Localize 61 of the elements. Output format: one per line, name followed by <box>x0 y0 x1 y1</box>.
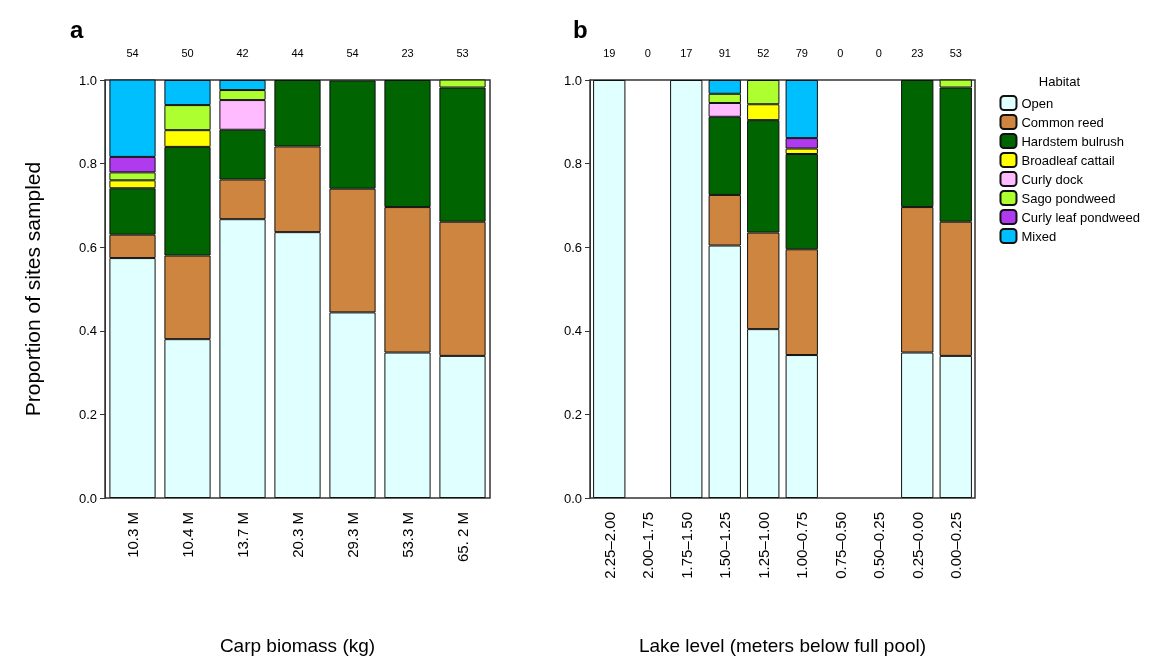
x-tick-label: 10.4 M <box>179 512 196 558</box>
y-tick-label: 1.0 <box>563 72 582 88</box>
y-tick-label: 0.4 <box>563 323 582 339</box>
legend-label: Sago pondweed <box>1021 190 1116 206</box>
legend-label: Common reed <box>1021 114 1104 130</box>
x-tick-label: 0.75–0.50 <box>831 512 849 579</box>
chart-title: b <box>573 15 588 43</box>
x-tick-label: 1.50–1.25 <box>716 512 734 579</box>
x-tick-label: 1.00–0.75 <box>793 512 811 579</box>
x-tick-label: 20.3 M <box>289 512 306 558</box>
y-tick-label: 0.8 <box>563 156 582 172</box>
y-axis-title: Proportion of sites sampled <box>21 161 44 417</box>
x-tick-label: 0.00–0.25 <box>947 512 965 579</box>
legend-label: Curly dock <box>1021 171 1084 187</box>
text: 19 <box>603 46 616 59</box>
x-tick-label: 65. 2 M <box>454 512 471 563</box>
text: 17 <box>680 46 693 59</box>
text: 0 <box>875 46 882 59</box>
y-tick-label: 0.6 <box>563 239 582 255</box>
y-tick-label: 0.6 <box>78 239 97 255</box>
legend-label: Hardstem bulrush <box>1021 133 1125 149</box>
chart-title: a <box>70 15 84 43</box>
x-tick-label: 10.3 M <box>124 512 141 558</box>
legend-label: Broadleaf cattail <box>1021 152 1115 168</box>
x-tick-label: 1.75–1.50 <box>677 512 695 579</box>
x-tick-label: 29.3 M <box>344 512 361 558</box>
text: 23 <box>911 46 924 59</box>
text: 79 <box>795 46 808 59</box>
legend-title: Habitat <box>1038 74 1081 89</box>
text: 0 <box>837 46 844 59</box>
text: 0 <box>644 46 651 59</box>
x-axis-title: Carp biomass (kg) <box>219 635 376 656</box>
x-tick-label: 13.7 M <box>234 512 251 558</box>
y-tick-label: 0.8 <box>78 156 97 172</box>
y-tick-label: 0.0 <box>563 490 582 506</box>
y-tick-label: 1.0 <box>78 72 97 88</box>
legend-label: Open <box>1021 95 1054 111</box>
y-tick-label: 0.4 <box>78 323 97 339</box>
y-tick-label: 0.2 <box>78 406 97 422</box>
x-tick-label: 2.00–1.75 <box>639 512 657 579</box>
x-axis-title: Lake level (meters below full pool) <box>638 635 927 656</box>
x-tick-label: 2.25–2.00 <box>600 512 618 579</box>
text: 50 <box>181 46 194 59</box>
x-tick-label: 0.50–0.25 <box>870 512 888 579</box>
text: 54 <box>346 46 359 59</box>
y-tick-label: 0.0 <box>78 490 97 506</box>
text: 54 <box>126 46 139 59</box>
text: 53 <box>949 46 962 59</box>
x-tick-label: 53.3 M <box>399 512 416 558</box>
text: 52 <box>757 46 770 59</box>
text: 91 <box>718 46 731 59</box>
text: 44 <box>291 46 304 59</box>
text: 53 <box>456 46 469 59</box>
text: 23 <box>401 46 414 59</box>
text: 42 <box>236 46 249 59</box>
bar <box>670 80 703 498</box>
x-tick-label: 1.25–1.00 <box>754 512 772 579</box>
legend-label: Mixed <box>1021 228 1057 244</box>
x-tick-label: 0.25–0.00 <box>908 512 926 579</box>
legend-label: Curly leaf pondweed <box>1021 209 1141 225</box>
y-tick-label: 0.2 <box>563 406 582 422</box>
